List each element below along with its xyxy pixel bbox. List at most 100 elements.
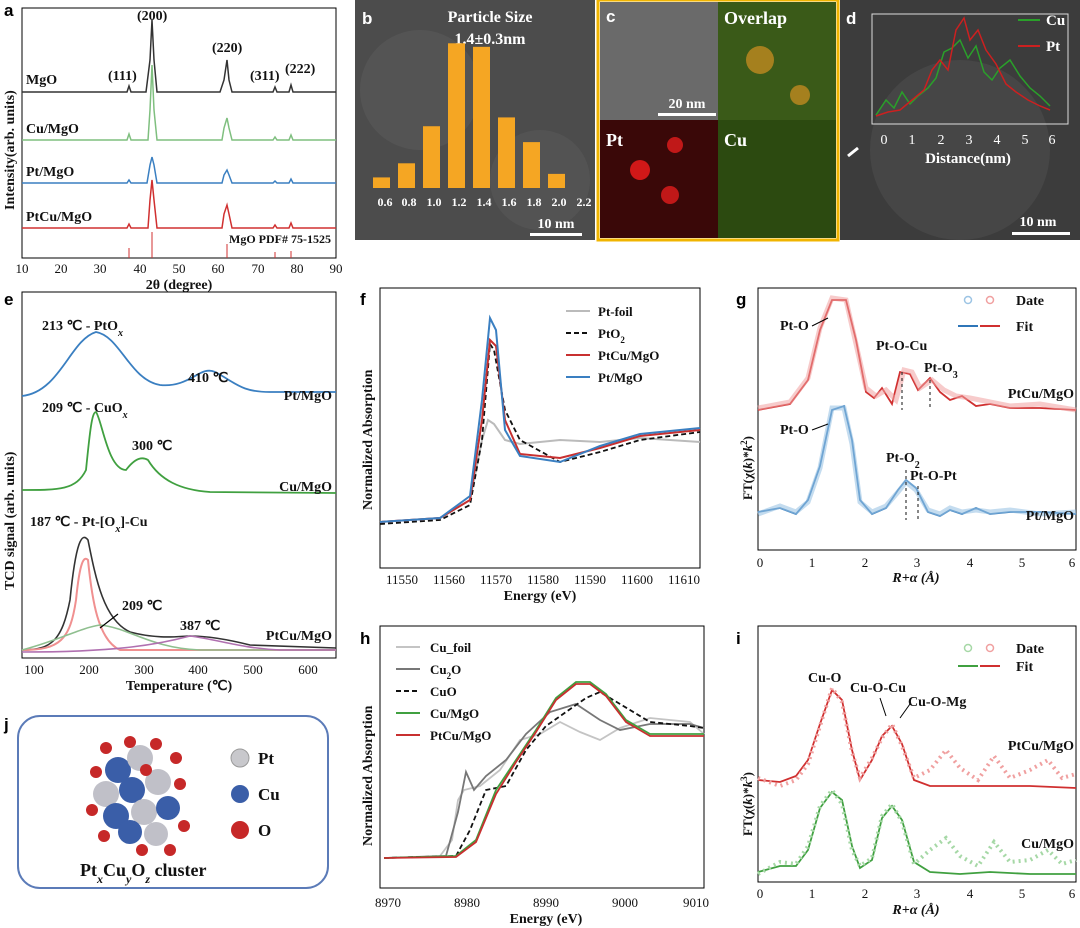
panel-letter-f: f: [360, 290, 366, 309]
panel-c: c Overlap Pt Cu 20 nm: [596, 0, 840, 242]
tpr-curve-cu-mgo: [21, 411, 337, 494]
cu-atom: [103, 803, 129, 829]
series-label: Pt/MgO: [1026, 509, 1074, 524]
annotation: Pt-O-Pt: [910, 469, 957, 484]
panel-letter-g: g: [736, 290, 746, 309]
x-tick: 0: [757, 886, 764, 901]
x-tick: 500: [243, 662, 263, 677]
plot-frame-f: [379, 287, 701, 569]
series-label: Cu/MgO: [279, 480, 332, 495]
series-label: Cu/MgO: [26, 122, 79, 137]
histogram-bar: [423, 126, 440, 188]
legend-label: PtCu/MgO: [598, 348, 659, 363]
x-tick: 90: [330, 261, 343, 276]
o-atom: [124, 736, 136, 748]
x-tick: 40: [134, 261, 147, 276]
legend-label-o: O: [258, 821, 271, 840]
annotation-arrow: [99, 613, 119, 629]
panel-b: b Particle Size 1.4±0.3nm 0.6 0.8 1.0 1.…: [355, 0, 595, 240]
x-axis-label-e: Temperature (℃): [126, 679, 233, 694]
x-tick: 11550: [386, 572, 418, 587]
exafs-fit-cu: [757, 790, 1076, 875]
plot-frame-g: [757, 287, 1077, 551]
x-tick: 3: [914, 886, 921, 901]
panel-i: i FT(χ(k)*k3) Date Fit Cu-O Cu-O-Cu Cu-O…: [736, 625, 1077, 918]
x-axis-label-i: R+α (Å): [891, 902, 939, 918]
o-atom: [100, 742, 112, 754]
x-tick: 11560: [433, 572, 465, 587]
peak-label: (311): [250, 69, 280, 84]
annotation-text: ]-Cu: [120, 515, 147, 530]
haadf-image: [600, 2, 718, 120]
series-label: Pt/MgO: [26, 165, 74, 180]
x-tick: 10: [16, 261, 29, 276]
pt-spot: [630, 160, 650, 180]
x-tick: 100: [24, 662, 44, 677]
x-tick: 8990: [533, 895, 559, 910]
x-tick: 300: [134, 662, 154, 677]
histogram-bars: [373, 43, 565, 189]
annotation: 300 ℃: [132, 439, 173, 454]
xanes-ptcu-mgo: [379, 337, 701, 523]
annotation-arrow: [811, 423, 829, 431]
histogram-bar: [398, 163, 415, 188]
hist-tick: 2.2: [577, 195, 592, 209]
histogram-title: Particle Size: [448, 9, 533, 26]
exafs-data-ptcu-cu: [757, 683, 1077, 789]
pt-spot: [661, 186, 679, 204]
x-tick: 6: [1069, 886, 1076, 901]
legend-label-pt: Pt: [258, 749, 274, 768]
line-scan-xlabel: Distance(nm): [925, 151, 1011, 167]
scan-tick: 2: [938, 133, 945, 148]
annotation: Pt-O3: [924, 361, 958, 381]
panel-letter-h: h: [360, 629, 370, 648]
histogram-bar: [548, 173, 565, 188]
annotation: 410 ℃: [188, 371, 229, 386]
overlap-spot: [746, 46, 774, 74]
panel-g: g FT(χ(k)*k2) Date Fit Pt-O Pt-O-Cu Pt-O…: [736, 287, 1077, 586]
peak-label: (222): [285, 62, 316, 77]
o-atom: [150, 738, 162, 750]
panel-letter-j: j: [3, 715, 9, 734]
annotation-arrow: [811, 317, 829, 327]
cu-atom: [118, 820, 142, 844]
series-label: PtCu/MgO: [1008, 739, 1074, 754]
reference-lines: [128, 232, 292, 258]
panel-c-frame: [596, 0, 840, 242]
xanes-cu2o: [383, 703, 705, 859]
annotation: Pt-O: [780, 423, 809, 438]
panel-letter-a: a: [4, 1, 14, 20]
caption-part: Pt: [80, 860, 97, 880]
series-label: Cu/MgO: [1021, 837, 1074, 852]
peak-label: (220): [212, 41, 243, 56]
annotation: 187 ℃ - Pt-[Ox]-Cu: [30, 515, 148, 535]
x-tick: 600: [298, 662, 318, 677]
series-label: PtCu/MgO: [26, 210, 92, 225]
legend-marker: [985, 643, 995, 653]
cluster-model: [86, 736, 190, 856]
legend-label: Cu_foil: [430, 640, 472, 655]
line-scan-frame: [871, 13, 1069, 125]
pt-legend-atom: [230, 748, 250, 768]
panel-f: f Normalized Absorption Pt-foil PtO2 PtC…: [360, 287, 701, 604]
x-tick: 0: [757, 555, 764, 570]
scale-bar-label-d: 10 nm: [1020, 215, 1057, 230]
x-ticks-e: 100 200 300 400 500 600: [24, 662, 318, 677]
legend-label-cu: Cu: [258, 785, 280, 804]
x-axis-label-a: 2θ (degree): [146, 278, 213, 293]
legend-label-fit: Fit: [1016, 320, 1033, 335]
exafs-fit-ptcu-cu: [757, 688, 1077, 789]
histogram-bar: [373, 177, 390, 188]
x-tick: 70: [252, 261, 265, 276]
cu-atom: [156, 796, 180, 820]
x-tick: 5: [1019, 555, 1026, 570]
scale-bar-d: [1012, 232, 1070, 235]
panel-letter-c: c: [606, 7, 615, 26]
x-tick: 11580: [527, 572, 559, 587]
x-tick: 60: [212, 261, 225, 276]
cu-atom: [105, 757, 131, 783]
legend-label-date: Date: [1016, 642, 1044, 657]
o-atom: [174, 778, 186, 790]
annotation: 213 ℃ - PtOx: [42, 319, 123, 339]
xanes-pt-mgo: [379, 314, 701, 523]
